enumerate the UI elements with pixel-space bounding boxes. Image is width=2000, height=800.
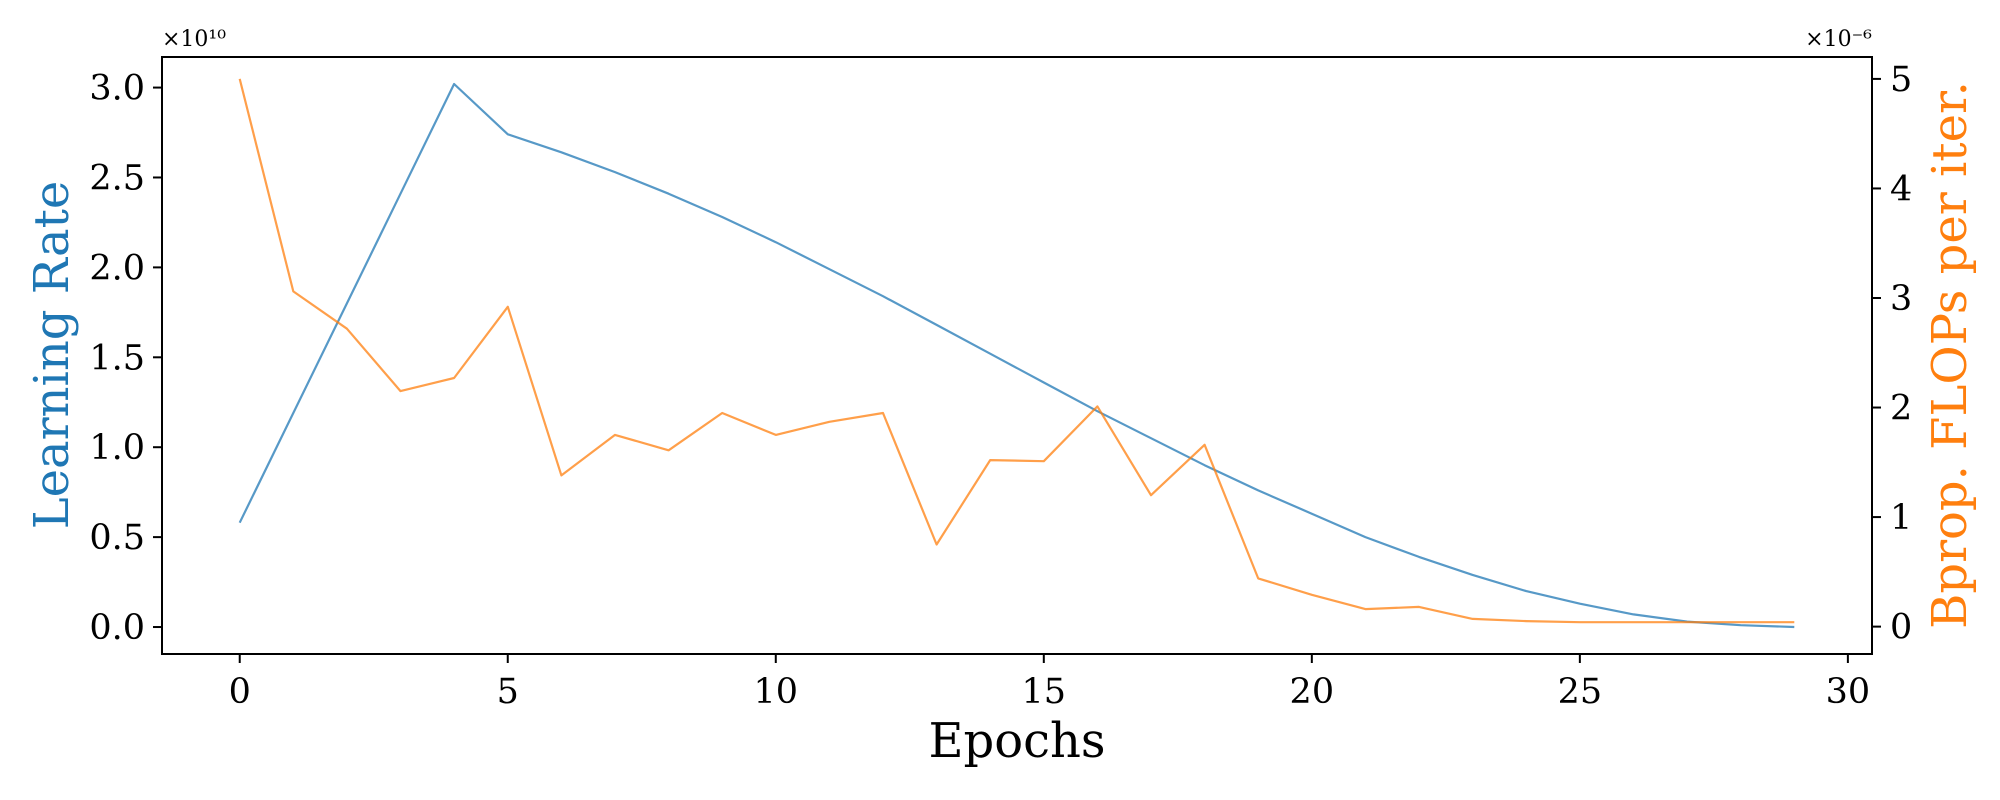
flops-line xyxy=(238,78,1795,624)
x-tick-label: 15 xyxy=(1022,672,1067,712)
y-left-tick-label: 3.0 xyxy=(89,69,145,109)
x-tick-label: 0 xyxy=(229,672,251,712)
x-axis-title: Epochs xyxy=(928,713,1105,769)
y-left-tick-label: 2.0 xyxy=(89,248,145,288)
labels-layer: Epochs Learning Rate Bprop. FLOPs per it… xyxy=(24,27,1978,769)
y-axis-right-title: Bprop. FLOPs per iter. xyxy=(1922,81,1978,629)
series-layer xyxy=(238,78,1795,629)
y-left-tick-label: 0.0 xyxy=(89,608,145,648)
y-axis-left-multiplier: ×10¹⁰ xyxy=(162,27,226,52)
y-right-tick-label: 3 xyxy=(1890,279,1912,319)
y-right-tick-label: 4 xyxy=(1890,169,1912,209)
x-tick-label: 25 xyxy=(1558,672,1603,712)
x-tick-label: 30 xyxy=(1826,672,1871,712)
y-left-tick-label: 0.5 xyxy=(89,518,145,558)
x-tick-label: 20 xyxy=(1290,672,1335,712)
y-axis-left-title: Learning Rate xyxy=(24,181,80,530)
learning-rate-line xyxy=(238,82,1795,629)
y-left-tick-label: 1.5 xyxy=(89,338,145,378)
y-left-tick-label: 1.0 xyxy=(89,428,145,468)
x-tick-label: 5 xyxy=(497,672,519,712)
plot-area xyxy=(162,57,1872,654)
x-tick-label: 10 xyxy=(754,672,799,712)
y-left-tick-label: 2.5 xyxy=(89,158,145,198)
plot-frame xyxy=(161,56,1873,655)
y-right-tick-label: 0 xyxy=(1890,608,1912,648)
axes-layer: 0 5 10 15 20 25 30 0.0 0.5 1.0 1.5 2.0 2.5 3.0 0 1 2 3 4 5 xyxy=(89,56,1912,712)
y-axis-right-multiplier: ×10⁻⁶ xyxy=(1805,27,1872,52)
y-right-tick-label: 1 xyxy=(1890,498,1912,538)
plot-background xyxy=(162,57,1872,654)
y-right-tick-label: 5 xyxy=(1890,60,1912,100)
y-right-tick-label: 2 xyxy=(1890,389,1912,429)
